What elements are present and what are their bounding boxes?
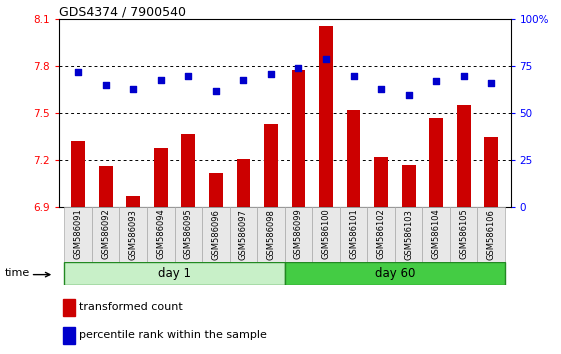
Bar [202,207,229,262]
Bar [154,148,168,207]
Text: GSM586097: GSM586097 [239,209,248,259]
Bar [264,124,278,207]
Bar [63,327,75,344]
Point [129,86,138,92]
Text: GSM586104: GSM586104 [431,209,440,259]
Bar [422,207,450,262]
Text: GSM586093: GSM586093 [129,209,138,259]
Text: transformed count: transformed count [79,302,183,312]
Bar [347,110,360,207]
Bar [65,207,92,262]
Bar [257,207,285,262]
Bar [65,262,285,285]
Bar [126,196,140,207]
Text: percentile rank within the sample: percentile rank within the sample [79,330,267,340]
Text: GSM586101: GSM586101 [349,209,358,259]
Text: GSM586095: GSM586095 [184,209,193,259]
Text: GSM586103: GSM586103 [404,209,413,259]
Point [404,92,413,97]
Bar [395,207,422,262]
Text: GSM586102: GSM586102 [376,209,385,259]
Bar [99,166,113,207]
Point [294,65,303,71]
Point [321,56,330,62]
Bar [119,207,147,262]
Point [266,71,275,77]
Point [487,80,496,86]
Text: GSM586100: GSM586100 [321,209,330,259]
Text: GSM586106: GSM586106 [487,209,496,259]
Bar [484,137,498,207]
Point [459,73,468,79]
Bar [209,173,223,207]
Bar [92,207,119,262]
Point [184,73,193,79]
Bar [237,159,250,207]
Point [349,73,358,79]
Text: GDS4374 / 7900540: GDS4374 / 7900540 [59,5,186,18]
Bar [63,299,75,316]
Text: GSM586098: GSM586098 [266,209,275,259]
Bar [477,207,505,262]
Text: time: time [4,268,30,278]
Bar [429,118,443,207]
Bar [340,207,367,262]
Text: GSM586094: GSM586094 [157,209,165,259]
Point [73,69,82,75]
Bar [174,207,202,262]
Bar [292,69,305,207]
Text: GSM586096: GSM586096 [211,209,220,259]
Bar [319,26,333,207]
Bar [312,207,340,262]
Text: day 1: day 1 [158,267,191,280]
Point [431,79,440,84]
Bar [457,105,471,207]
Point [376,86,385,92]
Text: GSM586105: GSM586105 [459,209,468,259]
Text: GSM586092: GSM586092 [101,209,110,259]
Point [157,77,165,82]
Bar [450,207,477,262]
Bar [284,262,505,285]
Bar [229,207,257,262]
Point [239,77,248,82]
Point [211,88,220,93]
Bar [284,207,312,262]
Point [101,82,110,88]
Text: day 60: day 60 [375,267,415,280]
Text: GSM586091: GSM586091 [73,209,82,259]
Text: GSM586099: GSM586099 [294,209,303,259]
Bar [367,207,395,262]
Bar [402,165,416,207]
Bar [71,142,85,207]
Bar [374,157,388,207]
Bar [147,207,174,262]
Bar [181,133,195,207]
